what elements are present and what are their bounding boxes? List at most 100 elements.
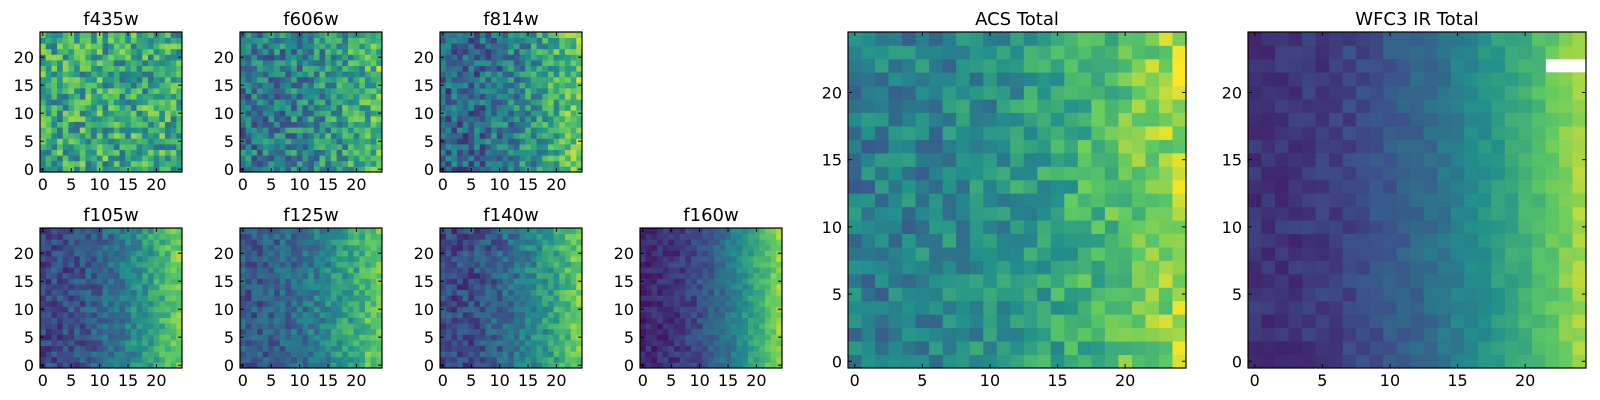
heatmap-cell [336, 65, 343, 72]
heatmap-cell [113, 328, 120, 335]
heatmap-cell [370, 110, 377, 117]
heatmap-cell [759, 289, 766, 296]
heatmap-cell [257, 345, 264, 352]
heatmap-cell [753, 244, 760, 251]
heatmap-cell [759, 356, 766, 363]
heatmap-cell [251, 37, 258, 44]
heatmap-cell [902, 166, 916, 181]
heatmap-cell [708, 250, 715, 257]
heatmap-cell [559, 155, 566, 162]
heatmap-cell [770, 278, 777, 285]
heatmap-cell [57, 32, 64, 38]
heatmap-cell [888, 220, 903, 234]
heatmap-cell [240, 104, 247, 111]
heatmap-cell [564, 295, 572, 302]
heatmap-cell [159, 71, 166, 78]
heatmap-cell [713, 272, 720, 279]
heatmap-cell [440, 76, 447, 83]
heatmap-cell [770, 317, 777, 324]
heatmap-cell [530, 149, 537, 156]
heatmap-cell [136, 155, 143, 162]
heatmap-cell [268, 328, 275, 335]
heatmap-cell [1010, 341, 1025, 355]
heatmap-cell [91, 284, 98, 290]
heatmap-cell [313, 60, 320, 66]
heatmap-cell [536, 278, 543, 285]
heatmap-cell [45, 267, 52, 274]
heatmap-cell [496, 250, 503, 257]
heatmap-cell [268, 37, 275, 44]
heatmap-cell [496, 306, 503, 313]
heatmap-cell [119, 244, 126, 251]
heatmap-cell [496, 323, 503, 330]
heatmap-cell [251, 256, 258, 262]
heatmap-cell [713, 362, 720, 369]
heatmap-cell [502, 48, 509, 55]
heatmap-cell [57, 54, 64, 61]
heatmap-cell [996, 247, 1011, 261]
heatmap-cell [153, 110, 160, 117]
heatmap-cell [1131, 166, 1146, 181]
heatmap-cell [657, 323, 664, 330]
heatmap-cell [319, 155, 326, 162]
heatmap-cell [142, 37, 149, 44]
heatmap-cell [547, 88, 554, 94]
heatmap-cell [96, 312, 103, 318]
heatmap-cell [553, 149, 560, 156]
heatmap-cell [645, 284, 652, 290]
heatmap-cell [519, 239, 526, 246]
heatmap-cell [1077, 314, 1092, 329]
heatmap-cell [68, 261, 75, 268]
heatmap-cell [262, 155, 269, 162]
heatmap-cell [176, 160, 183, 167]
heatmap-cell [347, 60, 354, 66]
heatmap-cell [74, 60, 81, 66]
heatmap-cell [262, 295, 269, 302]
heatmap-cell [170, 289, 177, 296]
heatmap-cell [291, 110, 298, 117]
heatmap-cell [325, 60, 332, 66]
heatmap-cell [353, 127, 360, 134]
heatmap-cell [136, 132, 143, 139]
heatmap-cell [342, 323, 349, 330]
heatmap-cell [45, 144, 52, 150]
heatmap-cell [513, 82, 520, 89]
heatmap-cell [696, 340, 703, 346]
heatmap-cell [736, 300, 743, 307]
heatmap-cell [685, 351, 692, 358]
heatmap-cell [268, 93, 275, 100]
heatmap-cell [74, 356, 81, 363]
heatmap-cell [68, 340, 75, 346]
heatmap-cell [359, 104, 366, 111]
heatmap-cell [915, 193, 930, 208]
heatmap-cell [251, 54, 258, 61]
heatmap-cell [702, 345, 709, 352]
heatmap-cell [96, 306, 103, 313]
heatmap-cell [508, 295, 515, 302]
heatmap-cell [861, 166, 876, 181]
heatmap-cell [1145, 354, 1160, 369]
heatmap-cell [40, 48, 47, 55]
heatmap-cell [468, 244, 475, 251]
heatmap-cell [164, 116, 172, 122]
heatmap-cell [513, 261, 520, 268]
heatmap-cell [57, 289, 64, 296]
heatmap-cell [564, 104, 572, 111]
heatmap-cell [96, 60, 103, 66]
heatmap-cell [942, 233, 957, 248]
heatmap-cell [559, 60, 566, 66]
heatmap-cell [502, 317, 509, 324]
heatmap-cell [564, 65, 572, 72]
heatmap-cell [956, 273, 971, 288]
heatmap-cell [57, 149, 64, 156]
heatmap-cell [969, 273, 984, 288]
heatmap-cell [370, 300, 377, 307]
heatmap-cell [474, 340, 481, 346]
heatmap-cell [513, 93, 520, 100]
heatmap-cell [313, 233, 320, 240]
y-tick-label: 10 [14, 300, 34, 319]
heatmap-cell [359, 138, 366, 145]
heatmap-cell [996, 273, 1011, 288]
heatmap-cell [79, 284, 86, 290]
heatmap-cell [359, 256, 366, 262]
